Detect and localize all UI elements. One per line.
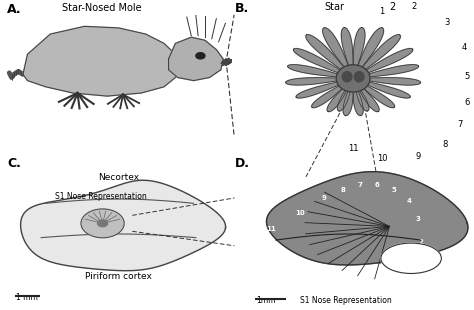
Text: 7: 7 bbox=[457, 120, 462, 129]
Circle shape bbox=[81, 209, 124, 238]
Polygon shape bbox=[360, 65, 419, 78]
Text: 1 mm: 1 mm bbox=[16, 293, 38, 302]
Text: Star-Nosed Mole: Star-Nosed Mole bbox=[62, 3, 141, 13]
Polygon shape bbox=[293, 48, 347, 76]
Text: B.: B. bbox=[235, 2, 249, 15]
Text: Piriform cortex: Piriform cortex bbox=[85, 272, 152, 281]
Text: 1: 1 bbox=[394, 263, 399, 269]
Text: 5: 5 bbox=[392, 187, 397, 193]
Polygon shape bbox=[311, 81, 349, 108]
Text: 3: 3 bbox=[416, 216, 421, 222]
Polygon shape bbox=[337, 82, 352, 111]
Polygon shape bbox=[227, 62, 230, 64]
Polygon shape bbox=[169, 37, 223, 81]
Polygon shape bbox=[20, 180, 226, 271]
Polygon shape bbox=[286, 78, 346, 85]
Polygon shape bbox=[353, 82, 363, 116]
Ellipse shape bbox=[355, 72, 364, 82]
Polygon shape bbox=[226, 59, 227, 62]
Polygon shape bbox=[341, 28, 353, 73]
Polygon shape bbox=[296, 80, 347, 98]
Text: A.: A. bbox=[7, 3, 22, 16]
Text: 6: 6 bbox=[464, 98, 469, 107]
Polygon shape bbox=[323, 28, 350, 73]
Polygon shape bbox=[360, 78, 420, 85]
Polygon shape bbox=[356, 82, 379, 112]
Polygon shape bbox=[306, 35, 348, 74]
Circle shape bbox=[196, 53, 205, 59]
Polygon shape bbox=[355, 82, 369, 111]
Polygon shape bbox=[222, 61, 226, 62]
Polygon shape bbox=[221, 62, 226, 64]
Text: 2: 2 bbox=[419, 239, 423, 245]
Text: 1mm: 1mm bbox=[256, 296, 276, 305]
Polygon shape bbox=[327, 82, 351, 112]
Text: 10: 10 bbox=[295, 210, 305, 216]
Text: 8: 8 bbox=[341, 187, 346, 193]
Polygon shape bbox=[226, 62, 227, 65]
Text: 2: 2 bbox=[411, 2, 416, 11]
Text: 11: 11 bbox=[266, 226, 276, 232]
Polygon shape bbox=[23, 26, 182, 96]
Text: 5: 5 bbox=[464, 72, 469, 81]
Polygon shape bbox=[288, 65, 346, 78]
Text: 4: 4 bbox=[406, 197, 411, 204]
Polygon shape bbox=[359, 48, 413, 76]
Text: 10: 10 bbox=[377, 154, 387, 163]
Text: Star: Star bbox=[324, 2, 344, 12]
Ellipse shape bbox=[381, 243, 441, 273]
Polygon shape bbox=[343, 82, 353, 116]
Text: 3: 3 bbox=[445, 18, 450, 27]
Polygon shape bbox=[224, 60, 226, 62]
Text: S1 Nose Representation: S1 Nose Representation bbox=[300, 296, 392, 305]
Text: 4: 4 bbox=[462, 43, 467, 52]
Text: S1 Nose Representation: S1 Nose Representation bbox=[55, 192, 146, 201]
Text: 2: 2 bbox=[389, 2, 396, 12]
Polygon shape bbox=[356, 28, 383, 73]
Ellipse shape bbox=[336, 65, 370, 92]
Polygon shape bbox=[223, 62, 226, 65]
Text: D.: D. bbox=[235, 157, 250, 170]
Text: C.: C. bbox=[7, 157, 21, 170]
Text: 8: 8 bbox=[442, 140, 447, 149]
Polygon shape bbox=[227, 58, 229, 62]
Text: 7: 7 bbox=[358, 182, 363, 188]
Polygon shape bbox=[227, 62, 228, 64]
Text: Necortex: Necortex bbox=[98, 173, 139, 182]
Text: 1: 1 bbox=[380, 7, 385, 16]
Polygon shape bbox=[353, 28, 365, 73]
Circle shape bbox=[98, 220, 108, 227]
Polygon shape bbox=[358, 35, 401, 74]
Text: 6: 6 bbox=[375, 182, 380, 188]
Polygon shape bbox=[357, 81, 395, 108]
Polygon shape bbox=[266, 172, 468, 265]
Circle shape bbox=[224, 60, 229, 64]
Text: 9: 9 bbox=[416, 152, 421, 162]
Polygon shape bbox=[227, 60, 232, 62]
Polygon shape bbox=[359, 80, 410, 98]
Text: 9: 9 bbox=[322, 195, 327, 201]
Text: 11: 11 bbox=[348, 144, 358, 153]
Ellipse shape bbox=[342, 72, 352, 82]
